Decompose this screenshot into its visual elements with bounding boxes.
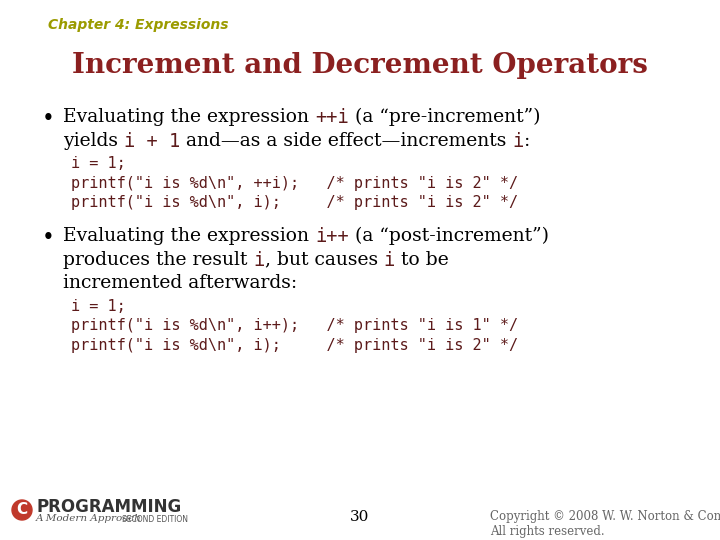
Text: i = 1;: i = 1; bbox=[71, 299, 126, 314]
Text: produces the result: produces the result bbox=[63, 251, 253, 269]
Text: 30: 30 bbox=[351, 510, 369, 524]
Text: , but causes: , but causes bbox=[265, 251, 384, 269]
Text: ++i: ++i bbox=[315, 108, 348, 127]
Text: yields: yields bbox=[63, 132, 124, 150]
Text: Chapter 4: Expressions: Chapter 4: Expressions bbox=[48, 18, 228, 32]
Text: printf("i is %d\n", i);     /* prints "i is 2" */: printf("i is %d\n", i); /* prints "i is … bbox=[71, 338, 518, 353]
Text: i: i bbox=[384, 251, 395, 270]
Text: Evaluating the expression: Evaluating the expression bbox=[63, 108, 315, 126]
Text: C: C bbox=[17, 503, 27, 517]
Text: Copyright © 2008 W. W. Norton & Company.
All rights reserved.: Copyright © 2008 W. W. Norton & Company.… bbox=[490, 510, 720, 538]
Text: SECOND EDITION: SECOND EDITION bbox=[122, 515, 188, 524]
Text: i = 1;: i = 1; bbox=[71, 157, 126, 171]
Text: printf("i is %d\n", ++i);   /* prints "i is 2" */: printf("i is %d\n", ++i); /* prints "i i… bbox=[71, 176, 518, 191]
Text: printf("i is %d\n", i++);   /* prints "i is 1" */: printf("i is %d\n", i++); /* prints "i i… bbox=[71, 319, 518, 334]
Text: i: i bbox=[513, 132, 524, 151]
Text: i + 1: i + 1 bbox=[124, 132, 180, 151]
Text: and—as a side effect—increments: and—as a side effect—increments bbox=[180, 132, 513, 150]
Text: •: • bbox=[42, 108, 55, 130]
Text: printf("i is %d\n", i);     /* prints "i is 2" */: printf("i is %d\n", i); /* prints "i is … bbox=[71, 195, 518, 210]
Text: :: : bbox=[524, 132, 530, 150]
Text: (a “pre-increment”): (a “pre-increment”) bbox=[348, 108, 540, 126]
Text: A Modern Approach: A Modern Approach bbox=[36, 514, 142, 523]
Text: Increment and Decrement Operators: Increment and Decrement Operators bbox=[72, 52, 648, 79]
Ellipse shape bbox=[12, 500, 32, 520]
Text: i++: i++ bbox=[315, 227, 348, 246]
Text: to be: to be bbox=[395, 251, 449, 269]
Text: (a “post-increment”): (a “post-increment”) bbox=[348, 227, 549, 245]
Text: PROGRAMMING: PROGRAMMING bbox=[36, 498, 181, 516]
Text: incremented afterwards:: incremented afterwards: bbox=[63, 274, 297, 293]
Text: Evaluating the expression: Evaluating the expression bbox=[63, 227, 315, 245]
Text: i: i bbox=[253, 251, 265, 270]
Text: •: • bbox=[42, 227, 55, 249]
